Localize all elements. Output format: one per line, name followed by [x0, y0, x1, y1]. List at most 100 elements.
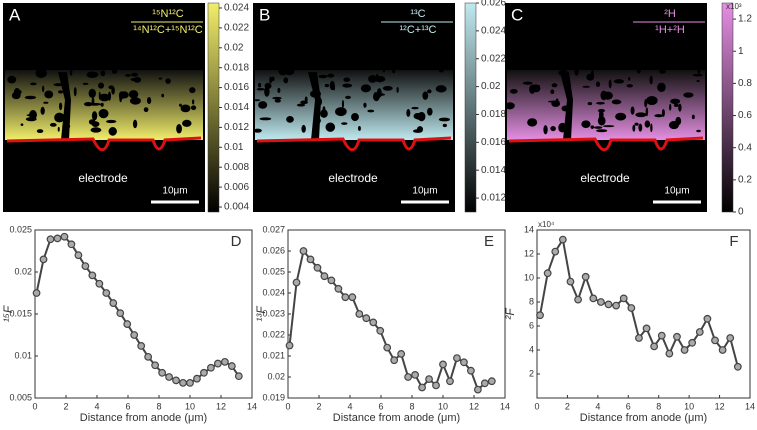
- marker: [60, 232, 69, 241]
- pore: [382, 85, 393, 91]
- pore: [42, 85, 45, 93]
- pore: [696, 129, 701, 133]
- y-tick-label: 0.026: [262, 245, 285, 255]
- pore: [438, 117, 451, 122]
- pore: [329, 80, 335, 91]
- pore: [38, 71, 42, 74]
- pore: [132, 119, 138, 129]
- marker: [362, 314, 371, 323]
- pore: [351, 112, 359, 122]
- pore: [611, 99, 622, 105]
- pore: [73, 86, 77, 97]
- marker: [453, 354, 461, 363]
- panel-label: E: [484, 233, 494, 250]
- marker: [234, 372, 243, 381]
- marker: [404, 373, 413, 381]
- pore: [24, 95, 37, 100]
- panel-label: F: [729, 233, 738, 250]
- colorbar-tick-label: 0.024: [481, 26, 506, 37]
- pore: [57, 126, 60, 132]
- pore: [30, 82, 37, 86]
- pore: [176, 123, 182, 134]
- pore: [58, 102, 63, 111]
- marker: [39, 255, 48, 264]
- pore: [13, 87, 21, 98]
- y-tick-label: 0.015: [9, 308, 32, 318]
- marker: [95, 279, 104, 288]
- marker: [179, 378, 187, 387]
- pore: [587, 101, 593, 106]
- marker: [711, 336, 719, 345]
- pore: [550, 89, 555, 95]
- pore: [274, 98, 281, 103]
- marker: [612, 301, 621, 310]
- numerator: ¹⁵N¹²C: [152, 8, 183, 20]
- x-tick-label: 4: [347, 401, 352, 411]
- y-tick-label: 0.02: [14, 266, 32, 276]
- marker: [313, 263, 322, 272]
- x-tick-label: 12: [469, 401, 479, 411]
- x-axis-label: Distance from anode (μm): [580, 412, 707, 424]
- x-tick-label: 14: [745, 401, 755, 411]
- y-tick-label: 0.024: [262, 287, 285, 297]
- pore: [438, 67, 444, 73]
- electrode-edge: [508, 136, 704, 152]
- pore: [442, 123, 447, 128]
- x-tick-label: 0: [285, 401, 290, 411]
- marker: [574, 295, 582, 304]
- marker: [285, 341, 294, 350]
- numerator: ¹³C: [410, 8, 425, 20]
- marker: [418, 383, 426, 392]
- marker: [53, 234, 62, 243]
- pore: [278, 66, 288, 76]
- colorbar-tick-label: 0.022: [481, 53, 506, 64]
- pore: [427, 89, 432, 94]
- pore: [527, 118, 538, 127]
- y-tick-label: 6: [529, 320, 534, 330]
- pore: [29, 110, 37, 120]
- pore: [654, 114, 664, 118]
- marker: [439, 360, 447, 369]
- colorbar-tick-label: 0.02: [224, 42, 244, 53]
- pore: [360, 84, 371, 93]
- crack: [560, 72, 573, 140]
- pore: [597, 108, 606, 113]
- marker: [446, 377, 454, 386]
- pore: [644, 120, 651, 128]
- pore: [661, 109, 665, 117]
- pore: [692, 73, 703, 77]
- pore: [574, 66, 579, 76]
- marker: [657, 331, 666, 340]
- panel-label: A: [9, 5, 21, 24]
- colorbar-tick-label: 0.024: [224, 3, 249, 14]
- pore: [283, 77, 289, 84]
- pore: [264, 86, 270, 97]
- x-tick-label: 6: [626, 401, 631, 411]
- colorbar-tick-label: 0.014: [224, 102, 249, 113]
- pore: [343, 77, 351, 82]
- line: [539, 236, 739, 368]
- marker: [460, 358, 468, 367]
- colorbar-tick-label: 0.004: [224, 202, 249, 213]
- pore: [128, 90, 139, 99]
- pore: [645, 107, 649, 117]
- pore: [258, 101, 268, 109]
- pore: [108, 127, 117, 136]
- numerator: ²H: [664, 8, 676, 20]
- marker: [480, 379, 489, 388]
- pore: [304, 96, 308, 103]
- pore: [550, 125, 556, 132]
- marker: [158, 368, 167, 377]
- pore: [264, 82, 272, 90]
- marker: [299, 247, 308, 255]
- pore: [269, 76, 273, 84]
- scale-label: 10μm: [664, 186, 689, 197]
- pore: [111, 69, 118, 74]
- marker: [67, 240, 76, 249]
- pore: [673, 103, 679, 107]
- marker: [207, 363, 215, 372]
- marker: [355, 310, 364, 318]
- marker: [320, 272, 329, 281]
- marker: [213, 359, 222, 368]
- region-label: electrode: [328, 171, 378, 185]
